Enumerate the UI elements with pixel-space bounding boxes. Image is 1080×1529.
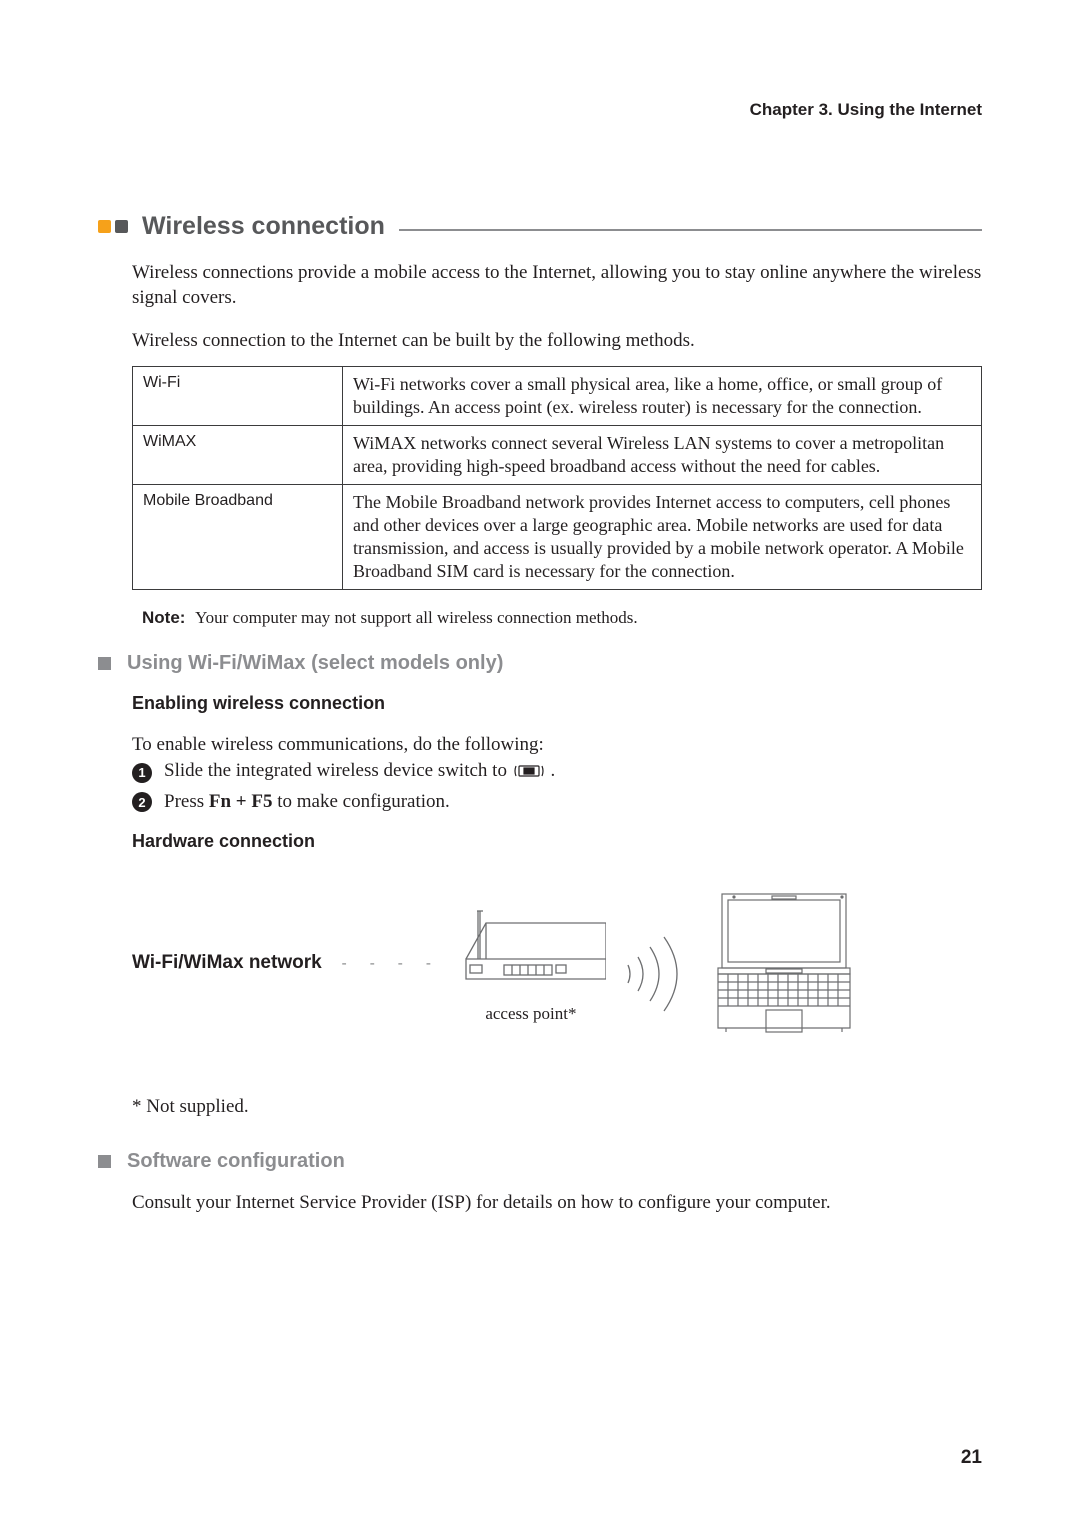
subsection-2-title: Software configuration bbox=[127, 1150, 345, 1173]
step-2-text-b: to make configuration. bbox=[277, 791, 450, 812]
access-point-icon bbox=[456, 903, 606, 995]
subsection-2: Software configuration bbox=[98, 1150, 982, 1173]
sub-bullet-icon bbox=[98, 657, 111, 670]
access-point: access point* bbox=[456, 903, 606, 1024]
section-title-row: Wireless connection bbox=[98, 212, 982, 241]
step-1-text: Slide the integrated wireless device swi… bbox=[164, 760, 555, 785]
hardware-heading: Hardware connection bbox=[132, 831, 982, 852]
chapter-header: Chapter 3. Using the Internet bbox=[98, 100, 982, 120]
hc-network-label: Wi-Fi/WiMax network bbox=[132, 952, 322, 974]
footnote: * Not supplied. bbox=[132, 1096, 982, 1118]
table-row: Wi-Fi Wi-Fi networks cover a small physi… bbox=[133, 367, 982, 426]
hc-dashes: - - - - bbox=[340, 954, 438, 972]
section-rule bbox=[399, 229, 982, 231]
step-2-key: Fn + F5 bbox=[209, 791, 273, 812]
methods-table: Wi-Fi Wi-Fi networks cover a small physi… bbox=[132, 366, 982, 590]
enable-intro: To enable wireless communications, do th… bbox=[132, 733, 982, 758]
hardware-connection-row: Wi-Fi/WiMax network - - - - bbox=[132, 888, 982, 1038]
subsection-1-title: Using Wi-Fi/WiMax (select models only) bbox=[127, 652, 503, 675]
square-icon-1 bbox=[98, 220, 111, 233]
table-cell-desc: The Mobile Broadband network provides In… bbox=[343, 485, 982, 590]
intro-paragraph-1: Wireless connections provide a mobile ac… bbox=[132, 261, 982, 310]
table-row: Mobile Broadband The Mobile Broadband ne… bbox=[133, 485, 982, 590]
page: Chapter 3. Using the Internet Wireless c… bbox=[0, 0, 1080, 1529]
step-1-text-a: Slide the integrated wireless device swi… bbox=[164, 760, 512, 781]
subsection-1: Using Wi-Fi/WiMax (select models only) bbox=[98, 652, 982, 675]
intro-paragraph-2: Wireless connection to the Internet can … bbox=[132, 329, 982, 354]
step-2-text: Press Fn + F5 to make configuration. bbox=[164, 791, 450, 813]
step-badge-2: 2 bbox=[132, 792, 152, 812]
note-label: Note: bbox=[142, 608, 185, 627]
table-cell-desc: WiMAX networks connect several Wireless … bbox=[343, 426, 982, 485]
wireless-signal-icon bbox=[618, 935, 688, 1013]
section-title: Wireless connection bbox=[142, 212, 385, 241]
step-2: 2 Press Fn + F5 to make configuration. bbox=[132, 791, 982, 813]
table-cell-name: WiMAX bbox=[133, 426, 343, 485]
step-badge-1: 1 bbox=[132, 763, 152, 783]
hc-diagram: access point* bbox=[456, 890, 852, 1036]
section-title-icon bbox=[98, 220, 132, 233]
note-text: Your computer may not support all wirele… bbox=[195, 608, 638, 627]
enable-heading: Enabling wireless connection bbox=[132, 693, 982, 714]
laptop-icon bbox=[716, 890, 852, 1036]
step-list: 1 Slide the integrated wireless device s… bbox=[132, 760, 982, 813]
wireless-switch-icon bbox=[514, 763, 544, 785]
access-point-caption: access point* bbox=[456, 1004, 606, 1024]
step-1-text-b: . bbox=[550, 760, 555, 781]
table-cell-desc: Wi-Fi networks cover a small physical ar… bbox=[343, 367, 982, 426]
software-config-text: Consult your Internet Service Provider (… bbox=[132, 1191, 982, 1216]
table-cell-name: Wi-Fi bbox=[133, 367, 343, 426]
square-icon-2 bbox=[115, 220, 128, 233]
table-cell-name: Mobile Broadband bbox=[133, 485, 343, 590]
table-row: WiMAX WiMAX networks connect several Wir… bbox=[133, 426, 982, 485]
sub-bullet-icon bbox=[98, 1155, 111, 1168]
note: Note: Your computer may not support all … bbox=[142, 608, 982, 628]
page-number: 21 bbox=[961, 1447, 982, 1469]
step-2-text-a: Press bbox=[164, 791, 209, 812]
step-1: 1 Slide the integrated wireless device s… bbox=[132, 760, 982, 785]
